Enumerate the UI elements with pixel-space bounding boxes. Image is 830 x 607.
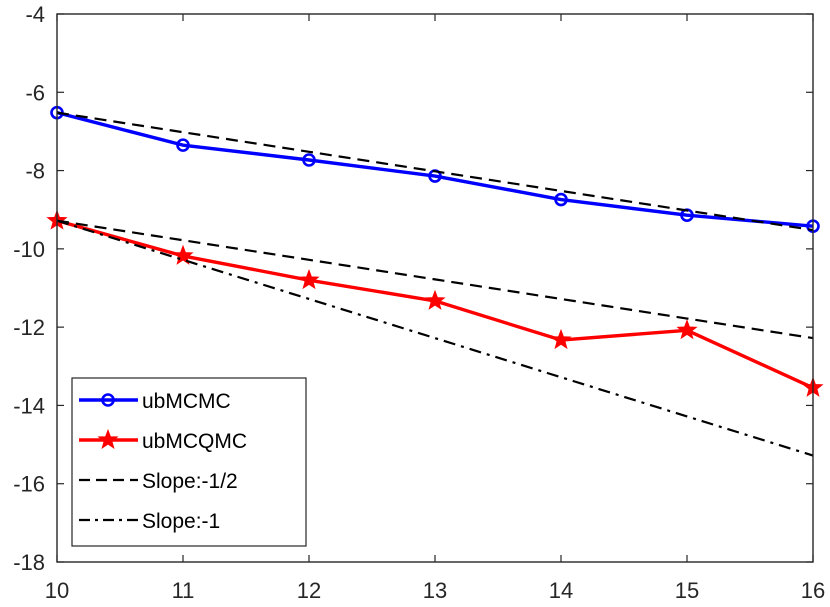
legend-marker <box>101 393 115 407</box>
y-tick-label: -16 <box>13 472 45 497</box>
y-tick-label: -8 <box>25 159 45 184</box>
series-3 <box>56 219 814 340</box>
x-tick-label: 14 <box>549 578 573 603</box>
x-tick-label: 16 <box>801 578 825 603</box>
data-point <box>554 192 568 207</box>
y-tick-label: -18 <box>13 550 45 575</box>
y-tick-label: -12 <box>13 315 45 340</box>
legend-label: ubMCMC <box>142 390 231 413</box>
legend-marker <box>97 428 119 450</box>
legend-label: Slope:-1 <box>142 510 220 533</box>
series-4 <box>56 219 814 457</box>
y-tick-label: -10 <box>13 237 45 262</box>
x-tick-label: 13 <box>423 578 447 603</box>
legend-label: Slope:-1/2 <box>142 470 238 493</box>
series-line <box>56 110 814 228</box>
x-tick-label: 15 <box>675 578 699 603</box>
series-1 <box>46 209 824 397</box>
series-2 <box>56 111 814 232</box>
legend: ubMCMC ubMCQMC Slope:-1/2 Slope:-1 <box>71 377 307 547</box>
data-point <box>298 269 320 290</box>
series-line <box>56 219 814 457</box>
legend-item: ubMCQMC <box>79 428 247 453</box>
data-point <box>176 138 190 152</box>
x-tick-label: 12 <box>297 578 321 603</box>
series-layer <box>46 105 824 457</box>
series-line <box>56 111 814 232</box>
data-point <box>424 289 446 310</box>
data-point <box>676 319 698 340</box>
legend-label: ubMCQMC <box>142 430 247 453</box>
legend-item: Slope:-1 <box>79 510 220 533</box>
y-tick-label: -6 <box>25 80 45 105</box>
y-tick-label: -14 <box>13 393 45 418</box>
data-point <box>550 328 572 350</box>
x-tick-label: 11 <box>172 578 195 603</box>
data-point <box>172 244 194 265</box>
series-line <box>56 219 814 340</box>
axes: 10 11 12 13 14 15 16 -18 -16 -14 -12 -10 -8 -6 -4 <box>13 2 825 603</box>
y-tick-label: -4 <box>25 2 45 27</box>
x-tick-label: 10 <box>45 578 69 603</box>
legend-item: Slope:-1/2 <box>79 470 238 493</box>
legend-item: ubMCMC <box>79 390 231 413</box>
data-point <box>302 153 316 167</box>
